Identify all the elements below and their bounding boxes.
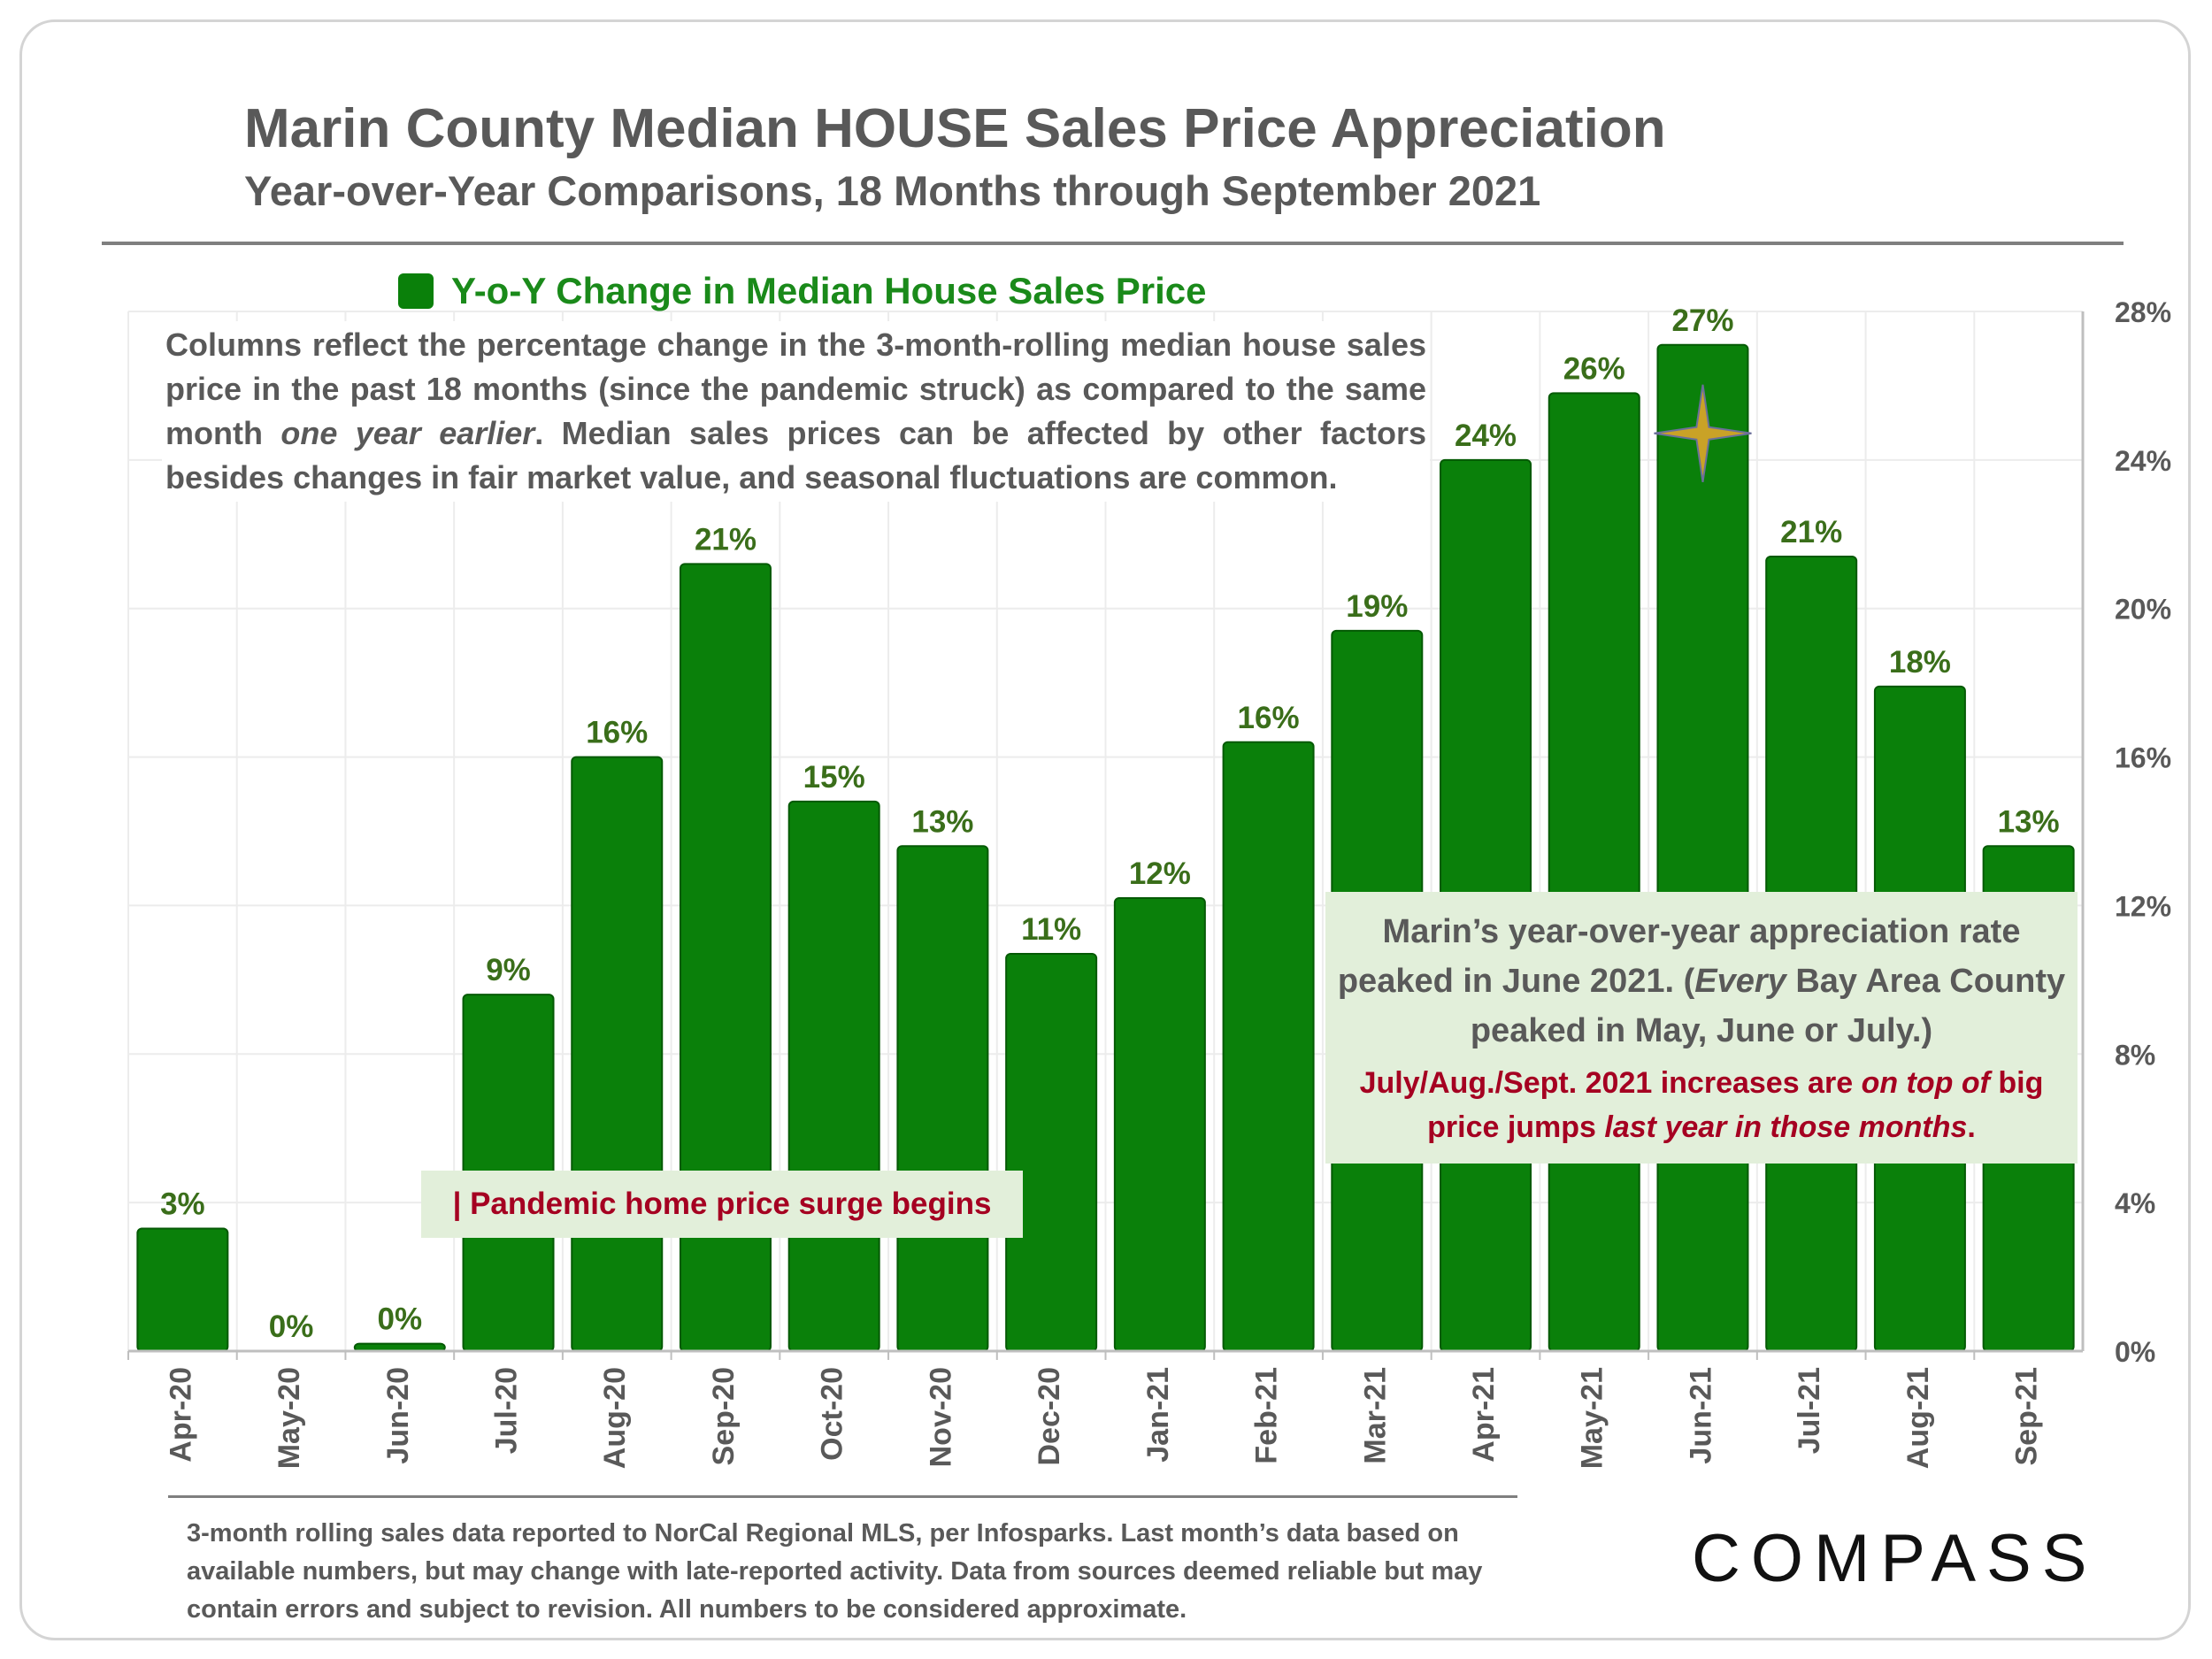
peak-annotation-red-text: July/Aug./Sept. 2021 increases are on to…	[1359, 1066, 2044, 1144]
legend: Y-o-Y Change in Median House Sales Price	[398, 270, 1206, 312]
bar-Jun-21	[1656, 343, 1749, 1353]
surge-annotation-text: | Pandemic home price surge begins	[452, 1187, 992, 1221]
data-label: 15%	[803, 760, 865, 795]
bar-Oct-20	[787, 800, 880, 1352]
data-label: 16%	[1238, 701, 1300, 735]
x-tick-label: Jun-21	[1684, 1367, 1717, 1464]
bar-Dec-20	[1005, 952, 1098, 1353]
data-label: 18%	[1889, 645, 1951, 680]
y-tick-label: 4%	[2115, 1187, 2155, 1219]
data-label: 12%	[1129, 856, 1191, 891]
y-tick-label: 24%	[2115, 445, 2171, 477]
data-label: 16%	[586, 716, 648, 750]
x-tick-label: Aug-21	[1901, 1367, 1935, 1469]
data-label: 27%	[1671, 303, 1733, 338]
footnote: 3-month rolling sales data reported to N…	[187, 1519, 1483, 1624]
peak-annotation-box: Marin’s year-over-year appreciation rate…	[1325, 892, 2078, 1164]
x-tick-label: Apr-21	[1467, 1367, 1501, 1463]
bar-Jan-21	[1113, 897, 1206, 1352]
x-tick-label: Jun-20	[381, 1367, 415, 1464]
y-tick-label: 0%	[2115, 1336, 2155, 1368]
peak-annotation-text: Marin’s year-over-year appreciation rate…	[1337, 913, 2066, 1049]
x-tick-label: Oct-20	[816, 1367, 849, 1461]
description-text-1: Columns reflect the percentage change in…	[165, 326, 1426, 451]
data-label: 11%	[1021, 912, 1081, 947]
data-label: 0%	[378, 1302, 423, 1337]
chart-subtitle: Year-over-Year Comparisons, 18 Months th…	[244, 167, 1541, 214]
y-tick-label: 28%	[2115, 296, 2171, 328]
data-label: 9%	[486, 953, 531, 987]
y-tick-label: 16%	[2115, 742, 2171, 774]
x-tick-label: Feb-21	[1250, 1367, 1284, 1464]
chart-title: Marin County Median HOUSE Sales Price Ap…	[244, 98, 1666, 159]
x-tick-label: May-21	[1576, 1367, 1609, 1469]
compass-logo: COMPASS	[1692, 1521, 2098, 1596]
data-label: 24%	[1455, 419, 1517, 453]
data-label: 13%	[1998, 804, 2060, 839]
peak-star-icon	[1654, 384, 1752, 482]
bar-Feb-21	[1222, 741, 1315, 1352]
surge-annotation-box: | Pandemic home price surge begins	[421, 1171, 1023, 1238]
bar-Aug-20	[571, 756, 664, 1352]
chart-description: Columns reflect the percentage change in…	[162, 321, 1430, 502]
y-tick-label: 12%	[2115, 890, 2171, 922]
x-tick-label: Nov-20	[924, 1367, 957, 1467]
x-tick-label: Jul-20	[490, 1367, 524, 1454]
bar-May-21	[1548, 392, 1640, 1353]
x-tick-label: Jan-21	[1141, 1367, 1175, 1463]
legend-swatch	[398, 273, 434, 309]
description-italic: one year earlier	[280, 415, 535, 451]
x-tick-label: Aug-20	[598, 1367, 632, 1469]
description-text-2: . Median sales prices can be affected by…	[165, 415, 1426, 495]
data-label: 21%	[1780, 515, 1842, 549]
x-tick-label: Dec-20	[1033, 1367, 1066, 1466]
data-label: 19%	[1346, 589, 1408, 624]
x-tick-label: Apr-20	[164, 1367, 197, 1463]
bar-Apr-20	[136, 1227, 229, 1352]
x-tick-label: Mar-21	[1358, 1367, 1392, 1464]
x-tick-label: Sep-20	[707, 1367, 741, 1466]
y-tick-label: 8%	[2115, 1039, 2155, 1071]
data-label: 0%	[269, 1310, 314, 1344]
x-tick-label: Sep-21	[2010, 1367, 2044, 1466]
legend-label: Y-o-Y Change in Median House Sales Price	[451, 270, 1207, 311]
footer-divider	[168, 1495, 1517, 1498]
data-label: 13%	[911, 804, 973, 839]
y-tick-label: 20%	[2115, 594, 2171, 626]
x-tick-label: May-20	[273, 1367, 306, 1469]
data-label: 3%	[160, 1187, 205, 1222]
title-divider	[102, 242, 2124, 245]
data-label: 21%	[695, 522, 757, 557]
x-tick-label: Jul-21	[1793, 1367, 1826, 1454]
data-label: 26%	[1563, 351, 1625, 386]
bar-Nov-20	[896, 845, 989, 1352]
